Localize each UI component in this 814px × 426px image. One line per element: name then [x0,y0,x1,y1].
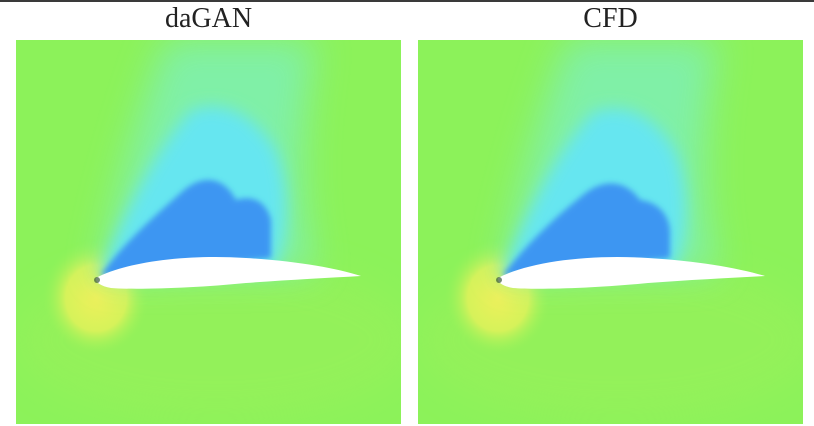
right-panel-title: CFD [583,3,638,34]
cfd-pressure-field-image [418,40,803,424]
low-pressure-core [502,183,670,276]
leading-edge-mark [496,277,502,283]
cfd-pressure-field-panel [418,40,803,424]
airfoil [95,256,361,289]
dagan-pressure-field-image [16,40,401,424]
dagan-pressure-field-panel [16,40,401,424]
leading-edge-mark [94,277,100,283]
top-divider-line [0,0,814,2]
airfoil [497,256,765,289]
low-pressure-core [100,179,271,276]
left-panel-title: daGAN [164,3,253,34]
